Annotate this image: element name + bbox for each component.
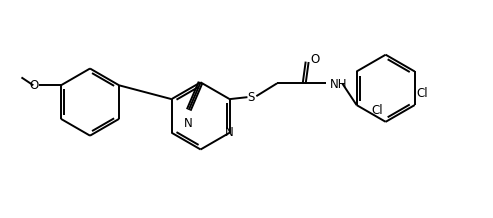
Text: N: N: [225, 126, 234, 139]
Text: S: S: [247, 91, 255, 104]
Text: NH: NH: [330, 78, 348, 91]
Text: Cl: Cl: [417, 87, 428, 100]
Text: Cl: Cl: [371, 104, 383, 117]
Text: N: N: [183, 117, 192, 130]
Text: O: O: [29, 79, 38, 92]
Text: O: O: [311, 53, 320, 66]
